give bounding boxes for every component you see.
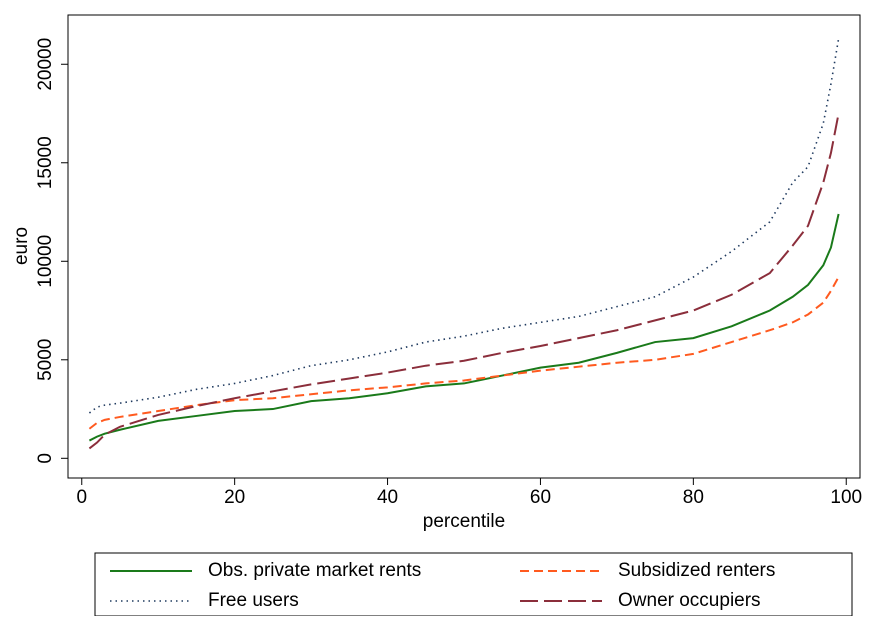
plot-frame — [67, 14, 861, 479]
legend-label: Free users — [208, 590, 299, 611]
legend-label: Owner occupiers — [618, 590, 761, 611]
x-axis-title: percentile — [423, 511, 505, 532]
legend-label: Subsidized renters — [618, 560, 775, 581]
series-line — [88, 276, 840, 430]
x-tick-label: 20 — [224, 487, 245, 508]
y-tick-label: 20000 — [35, 38, 56, 91]
x-tick-label: 60 — [530, 487, 551, 508]
series-line — [88, 113, 840, 450]
x-tick-label: 40 — [377, 487, 398, 508]
series-line — [88, 213, 840, 442]
y-tick-label: 5000 — [35, 339, 56, 381]
x-tick-label: 100 — [830, 487, 862, 508]
y-tick-label: 15000 — [35, 136, 56, 189]
x-tick-label: 80 — [683, 487, 704, 508]
legend-label: Obs. private market rents — [208, 560, 421, 581]
y-axis-title: euro — [11, 227, 32, 265]
y-tick-label: 10000 — [35, 235, 56, 288]
x-tick-label: 0 — [76, 487, 87, 508]
series-line — [88, 38, 840, 414]
y-tick-label: 0 — [35, 453, 56, 464]
